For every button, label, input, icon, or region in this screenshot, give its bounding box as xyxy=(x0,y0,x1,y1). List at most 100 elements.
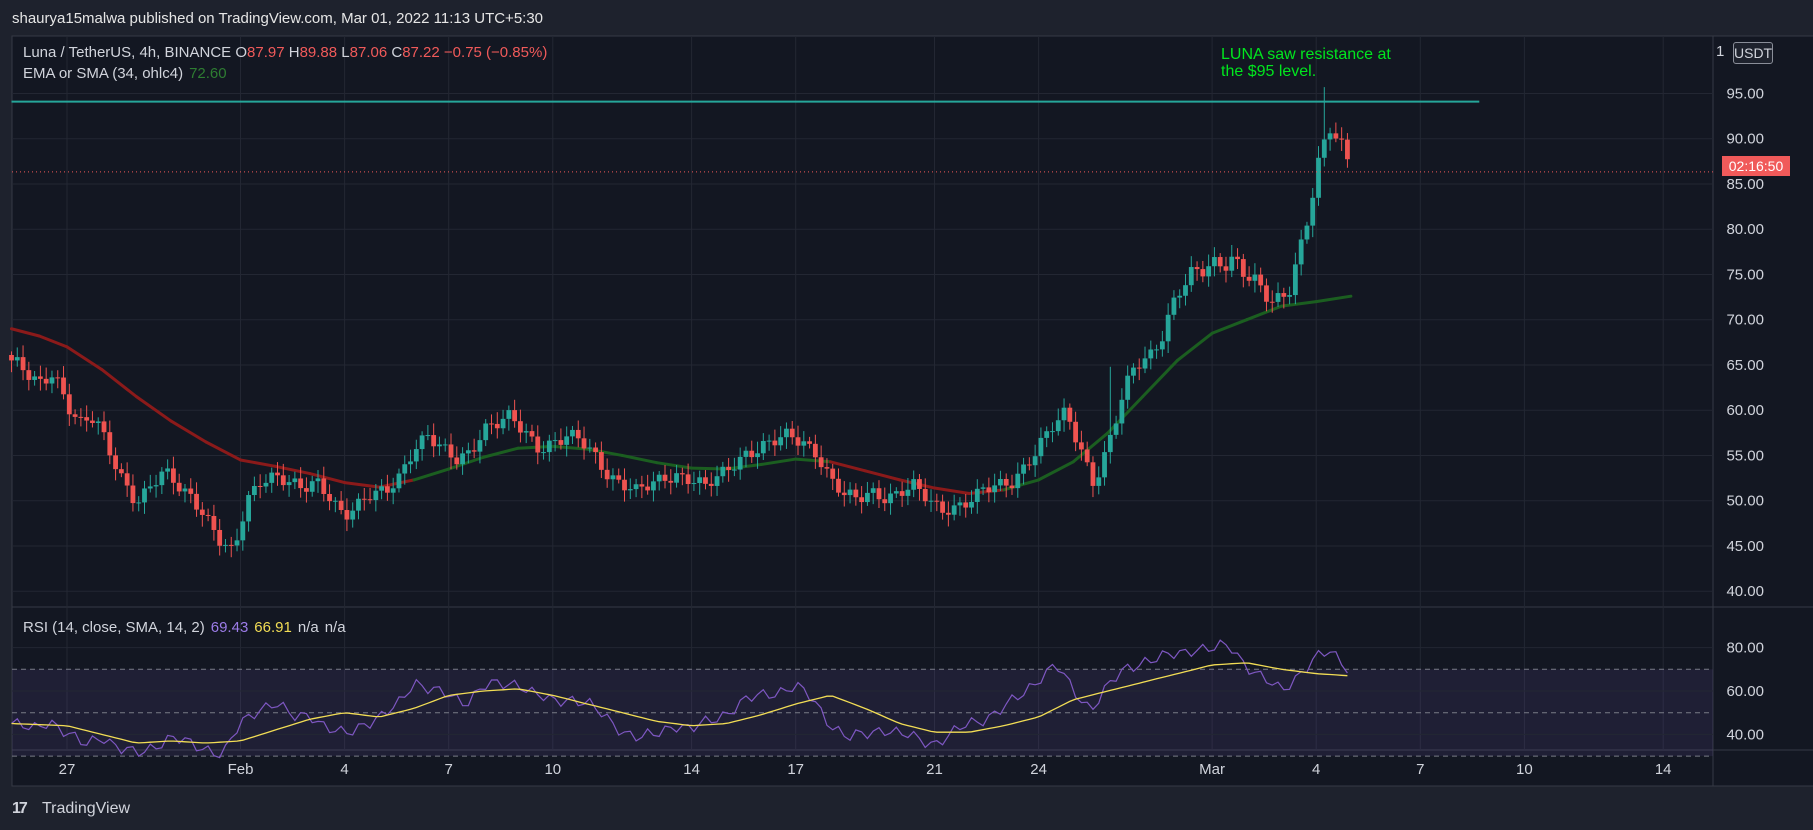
currency-unit-button[interactable]: USDT xyxy=(1733,42,1773,64)
candle-body xyxy=(1061,407,1067,421)
candle-body xyxy=(1333,133,1339,139)
ma-legend: EMA or SMA (34, ohlc4) 72.60 xyxy=(23,65,227,82)
price-tick-label: 60.00 xyxy=(1726,402,1764,419)
candle-body xyxy=(541,452,546,454)
candle-body xyxy=(529,431,535,437)
ma-label[interactable]: EMA or SMA (34, ohlc4) xyxy=(23,65,184,82)
candle-body xyxy=(570,429,575,437)
candle-body xyxy=(142,488,147,503)
time-tick-label: 14 xyxy=(683,761,700,778)
symbol-title[interactable]: Luna / TetherUS, 4h, BINANCE xyxy=(23,44,232,61)
price-pane[interactable] xyxy=(12,36,1713,607)
time-tick-label: 21 xyxy=(926,761,943,778)
candle-body xyxy=(1084,449,1090,463)
candle-body xyxy=(32,376,38,380)
candle-body xyxy=(639,484,645,487)
candle-body xyxy=(234,540,240,546)
time-tick-label: 17 xyxy=(787,761,804,778)
candle-body xyxy=(304,488,309,492)
rsi-label[interactable]: RSI (14, close, SMA, 14, 2) xyxy=(23,619,205,636)
candle-body xyxy=(390,488,396,493)
price-tick-label: 85.00 xyxy=(1726,176,1764,193)
candle-body xyxy=(523,431,529,433)
candle-body xyxy=(367,499,373,501)
ema-segment xyxy=(794,457,832,464)
rsi-ma-line xyxy=(11,662,1348,744)
candle-body xyxy=(1229,256,1235,271)
candle-body xyxy=(425,435,431,437)
candle-body xyxy=(865,492,870,503)
candle-body xyxy=(506,410,512,419)
rsi-tick-label: 40.00 xyxy=(1726,726,1764,743)
candle-body xyxy=(136,502,142,504)
candle-body xyxy=(1194,267,1200,270)
candle-body xyxy=(286,482,292,486)
candle-body xyxy=(257,486,263,488)
candle-body xyxy=(888,493,893,504)
rsi-pane[interactable] xyxy=(12,607,1713,750)
price-tick-label: 80.00 xyxy=(1726,221,1764,238)
candle-body xyxy=(1281,293,1287,297)
time-tick-label: 10 xyxy=(544,761,561,778)
candle-body xyxy=(101,421,107,433)
candle-body xyxy=(546,440,552,453)
price-tick-label: 90.00 xyxy=(1726,131,1764,148)
candle-body xyxy=(9,354,14,361)
candle-body xyxy=(558,440,564,445)
candle-body xyxy=(379,486,385,491)
candle-body xyxy=(72,414,78,417)
open-value: 87.97 xyxy=(247,44,285,61)
candle-body xyxy=(911,479,917,490)
candle-body xyxy=(1125,375,1131,400)
candle-body xyxy=(20,357,26,371)
candle-body xyxy=(454,457,460,465)
candle-body xyxy=(350,510,356,520)
candle-body xyxy=(662,474,668,481)
rsi-legend: RSI (14, close, SMA, 14, 2) 69.43 66.91 n/a… xyxy=(23,619,346,636)
candle-body xyxy=(703,477,708,484)
candle-body xyxy=(755,453,760,458)
candle-body xyxy=(726,466,732,471)
candle-body xyxy=(720,466,726,477)
candle-body xyxy=(801,441,807,446)
rsi-tick-label: 80.00 xyxy=(1726,640,1764,657)
candle-body xyxy=(113,455,118,470)
candle-body xyxy=(205,514,211,516)
tradingview-icon: 17 xyxy=(12,800,28,817)
rsi-na-2: n/a xyxy=(324,619,346,636)
resistance-annotation[interactable]: LUNA saw resistance at the $95 level. xyxy=(1221,46,1391,80)
candle-body xyxy=(772,440,778,446)
candle-body xyxy=(824,467,830,469)
candle-body xyxy=(1148,349,1154,359)
symbol-legend: Luna / TetherUS, 4h, BINANCE O87.97 H89.… xyxy=(23,44,547,61)
candle-body xyxy=(84,417,90,421)
ema-segment xyxy=(1002,478,1041,492)
ema-segment xyxy=(863,469,902,482)
candle-body xyxy=(1177,295,1183,298)
price-tick-label: 50.00 xyxy=(1726,493,1764,510)
tradingview-logo[interactable]: 17 TradingView xyxy=(12,798,130,820)
low-label: L xyxy=(341,44,350,61)
candle-body xyxy=(78,416,84,418)
candle-body xyxy=(974,488,980,502)
candle-body xyxy=(1136,367,1142,369)
candle-body xyxy=(593,447,598,453)
candle-body xyxy=(627,489,633,491)
candle-body xyxy=(437,444,442,447)
candle-body xyxy=(1090,462,1096,486)
ema-segment xyxy=(134,395,173,423)
candle-body xyxy=(61,377,66,395)
ema-segment xyxy=(37,334,69,349)
candle-body xyxy=(494,423,500,429)
candle-body xyxy=(43,378,49,384)
candle-body xyxy=(749,450,755,458)
candle-body xyxy=(269,472,275,483)
candle-body xyxy=(1142,358,1148,369)
candle-body xyxy=(1345,139,1350,160)
candle-body xyxy=(14,357,20,361)
rsi-line xyxy=(11,639,1348,759)
candle-body xyxy=(651,481,656,491)
candle-body xyxy=(737,456,743,470)
candle-body xyxy=(870,488,876,493)
